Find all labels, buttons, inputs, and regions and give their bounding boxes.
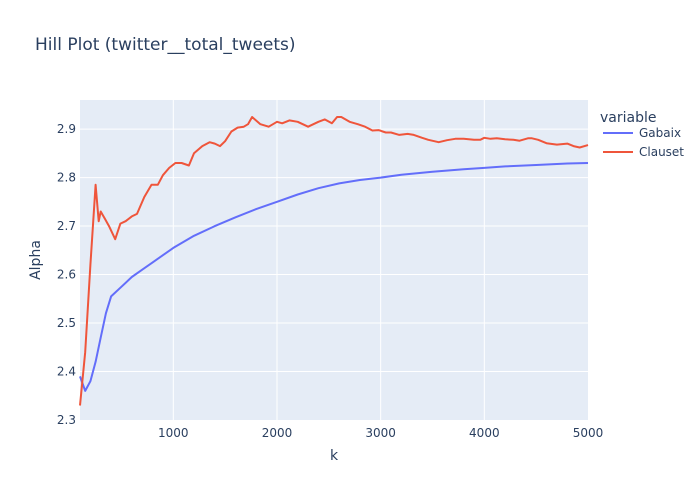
grid-lines bbox=[80, 100, 588, 420]
plot-area bbox=[80, 100, 588, 420]
y-axis-ticks: 2.3 2.4 2.5 2.6 2.7 2.8 2.9 bbox=[57, 122, 76, 427]
series-line-clauset bbox=[79, 116, 589, 406]
x-tick-label: 1000 bbox=[158, 426, 189, 440]
x-tick-label: 2000 bbox=[262, 426, 293, 440]
legend: variable Gabaix Clauset bbox=[600, 110, 684, 159]
y-tick-label: 2.5 bbox=[57, 316, 76, 330]
x-tick-label: 4000 bbox=[469, 426, 500, 440]
series-line-gabaix bbox=[79, 162, 589, 392]
legend-item-gabaix[interactable]: Gabaix bbox=[603, 126, 681, 140]
x-tick-label: 5000 bbox=[573, 426, 604, 440]
x-axis-title: k bbox=[330, 448, 339, 464]
legend-label: Clauset bbox=[639, 145, 684, 159]
legend-item-clauset[interactable]: Clauset bbox=[603, 145, 684, 159]
legend-title: variable bbox=[600, 110, 656, 126]
y-tick-label: 2.8 bbox=[57, 171, 76, 185]
x-tick-label: 3000 bbox=[365, 426, 396, 440]
x-axis-ticks: 1000 2000 3000 4000 5000 bbox=[158, 426, 603, 440]
y-tick-label: 2.7 bbox=[57, 219, 76, 233]
chart-title: Hill Plot (twitter__total_tweets) bbox=[35, 35, 296, 55]
y-tick-label: 2.4 bbox=[57, 365, 76, 379]
y-tick-label: 2.3 bbox=[57, 413, 76, 427]
y-tick-label: 2.6 bbox=[57, 268, 76, 282]
legend-label: Gabaix bbox=[639, 126, 681, 140]
series-layer bbox=[79, 116, 589, 406]
y-axis-title: Alpha bbox=[28, 240, 44, 280]
y-tick-label: 2.9 bbox=[57, 122, 76, 136]
